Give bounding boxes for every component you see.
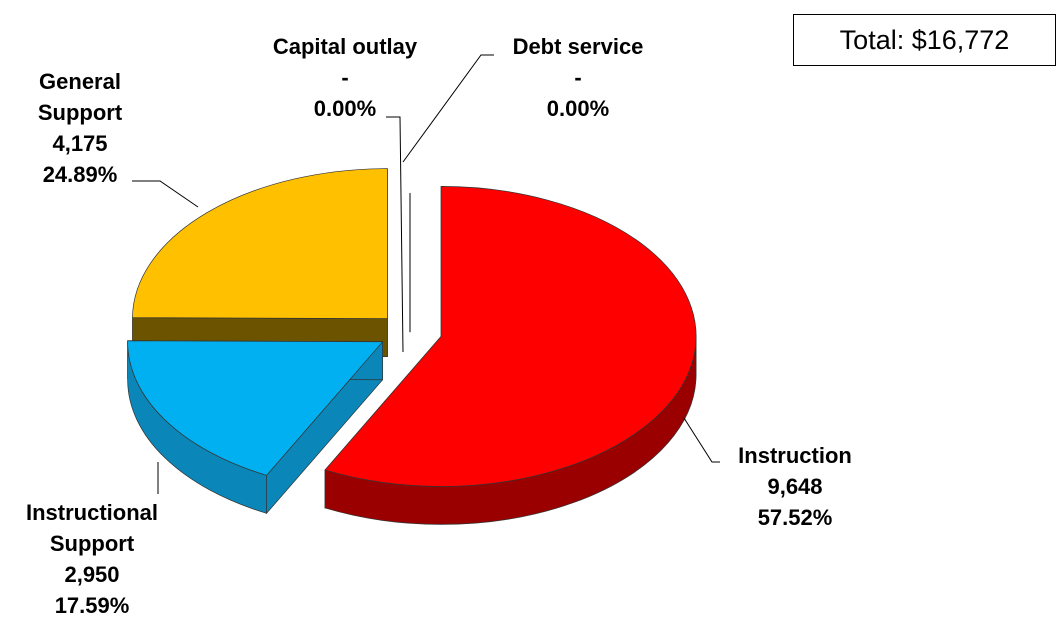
value-label: 9,648 [767, 474, 823, 499]
category-label: Debt service [512, 34, 644, 59]
category-label: Instructional Support [25, 500, 158, 556]
data-label: General Support 4,175 24.89% [20, 66, 140, 190]
value-label: 4,175 [52, 131, 108, 156]
percent-label: 0.00% [546, 96, 610, 121]
value-label: - [574, 65, 582, 90]
pie-slice [132, 168, 388, 319]
value-label: 2,950 [64, 562, 120, 587]
category-label: General Support [37, 69, 123, 125]
leader-line [132, 180, 199, 208]
total-box: Total: $16,772 [793, 14, 1056, 66]
leader-line [402, 54, 494, 163]
percent-label: 57.52% [757, 505, 833, 530]
category-label: Capital outlay [272, 34, 418, 59]
category-label: Instruction [738, 443, 852, 468]
leader-line [386, 116, 404, 353]
percent-label: 0.00% [313, 96, 377, 121]
value-label: - [341, 65, 349, 90]
data-label: Instructional Support 2,950 17.59% [7, 497, 177, 618]
data-label: Instruction 9,648 57.52% [710, 440, 880, 533]
percent-label: 24.89% [42, 162, 118, 187]
data-label: Capital outlay - 0.00% [245, 31, 445, 124]
percent-label: 17.59% [54, 593, 130, 618]
leader-line [683, 417, 720, 463]
pie-slice [324, 186, 697, 487]
data-label: Debt service - 0.00% [478, 31, 678, 124]
pie-slice [127, 340, 384, 476]
